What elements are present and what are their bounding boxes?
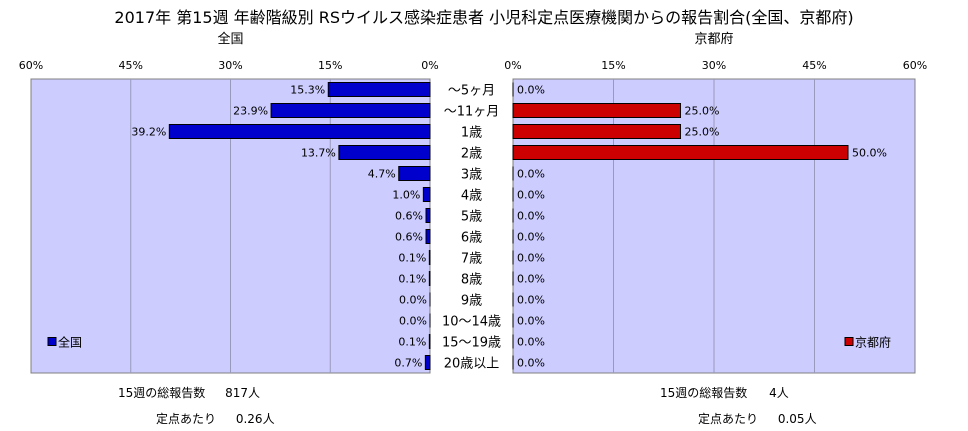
national-bar [428, 334, 431, 349]
category-label: ～11ヶ月 [444, 105, 500, 120]
national-data-label: 39.2% [131, 126, 166, 139]
kyoto-data-label: 0.0% [517, 315, 545, 328]
national-bar [425, 229, 431, 244]
kyoto-bar [512, 124, 681, 139]
national-tick-label: 60% [19, 59, 43, 72]
national-data-label: 0.1% [398, 252, 426, 265]
kyoto-data-label: 0.0% [517, 189, 545, 202]
category-label: 3歳 [461, 168, 482, 183]
national-data-label: 15.3% [290, 84, 325, 97]
national-data-label: 4.7% [368, 168, 396, 181]
kyoto-data-label: 0.0% [517, 294, 545, 307]
kyoto-legend-label: 京都府 [855, 335, 891, 350]
kyoto-tick-label: 45% [802, 59, 826, 72]
kyoto-legend-swatch [844, 337, 854, 346]
national-data-label: 0.6% [395, 231, 423, 244]
kyoto-per-value: 0.05人 [777, 412, 817, 426]
national-bar [424, 355, 431, 370]
national-bar [422, 187, 431, 202]
national-per-value: 0.26人 [235, 412, 275, 426]
category-label: 20歳以上 [444, 357, 500, 372]
national-bar [398, 166, 431, 181]
kyoto-tick-label: 15% [601, 59, 625, 72]
national-legend-swatch [47, 337, 57, 346]
kyoto-bar [512, 145, 849, 160]
category-label: ～5ヶ月 [448, 84, 495, 99]
kyoto-data-label: 0.0% [517, 231, 545, 244]
kyoto-data-label: 0.0% [517, 252, 545, 265]
national-data-label: 0.1% [398, 336, 426, 349]
national-tick-label: 30% [218, 59, 242, 72]
category-label: 15～19歳 [442, 336, 501, 351]
national-data-label: 1.0% [392, 189, 420, 202]
kyoto-data-label: 50.0% [852, 147, 887, 160]
national-data-label: 0.0% [399, 315, 427, 328]
kyoto-panel-title: 京都府 [694, 32, 733, 47]
category-label: 2歳 [461, 147, 482, 162]
category-label: 6歳 [461, 231, 482, 246]
category-label: 10～14歳 [442, 315, 501, 330]
category-label: 1歳 [461, 126, 482, 141]
national-data-label: 0.0% [399, 294, 427, 307]
kyoto-data-label: 0.0% [517, 210, 545, 223]
kyoto-tick-label: 60% [903, 59, 927, 72]
national-bar [428, 250, 431, 265]
kyoto-data-label: 0.0% [517, 336, 545, 349]
national-summary: 15週の総報告数 817人 [118, 384, 260, 401]
category-label: 4歳 [461, 189, 482, 204]
national-tick-label: 15% [318, 59, 342, 72]
national-total-label: 15週の総報告数 [118, 386, 206, 400]
kyoto-data-label: 0.0% [517, 168, 545, 181]
national-tick-label: 0% [421, 59, 438, 72]
chart-title: 2017年 第15週 年齢階級別 RSウイルス感染症患者 小児科定点医療機関から… [114, 8, 854, 27]
national-data-label: 13.7% [301, 147, 336, 160]
national-bar [168, 124, 431, 139]
kyoto-per-label: 定点あたり [698, 412, 759, 426]
national-bar [270, 103, 431, 118]
national-data-label: 0.7% [394, 357, 422, 370]
kyoto-tick-label: 30% [702, 59, 726, 72]
kyoto-data-label: 25.0% [685, 105, 720, 118]
category-label: 5歳 [461, 210, 482, 225]
category-label: 9歳 [461, 294, 482, 309]
national-per-label: 定点あたり [156, 412, 217, 426]
kyoto-total-label: 15週の総報告数 [660, 386, 748, 400]
kyoto-data-label: 25.0% [685, 126, 720, 139]
national-bar [428, 271, 431, 286]
category-label: 8歳 [461, 273, 482, 288]
national-data-label: 0.6% [395, 210, 423, 223]
kyoto-data-label: 0.0% [517, 273, 545, 286]
national-bar [338, 145, 431, 160]
kyoto-summary: 15週の総報告数 4人 [660, 384, 789, 401]
kyoto-bar [512, 103, 681, 118]
national-data-label: 0.1% [398, 273, 426, 286]
national-total-value: 817人 [225, 386, 261, 400]
kyoto-tick-label: 0% [504, 59, 521, 72]
national-panel-title: 全国 [217, 31, 243, 47]
national-bar [425, 208, 431, 223]
national-per-summary: 定点あたり 0.26人 [156, 410, 275, 427]
kyoto-per-summary: 定点あたり 0.05人 [698, 410, 817, 427]
national-bar [327, 82, 431, 97]
kyoto-data-label: 0.0% [517, 357, 545, 370]
category-label: 7歳 [461, 252, 482, 267]
national-legend-label: 全国 [58, 335, 82, 350]
kyoto-total-value: 4人 [769, 386, 789, 400]
national-tick-label: 45% [119, 59, 143, 72]
kyoto-data-label: 0.0% [517, 84, 545, 97]
national-data-label: 23.9% [233, 105, 268, 118]
